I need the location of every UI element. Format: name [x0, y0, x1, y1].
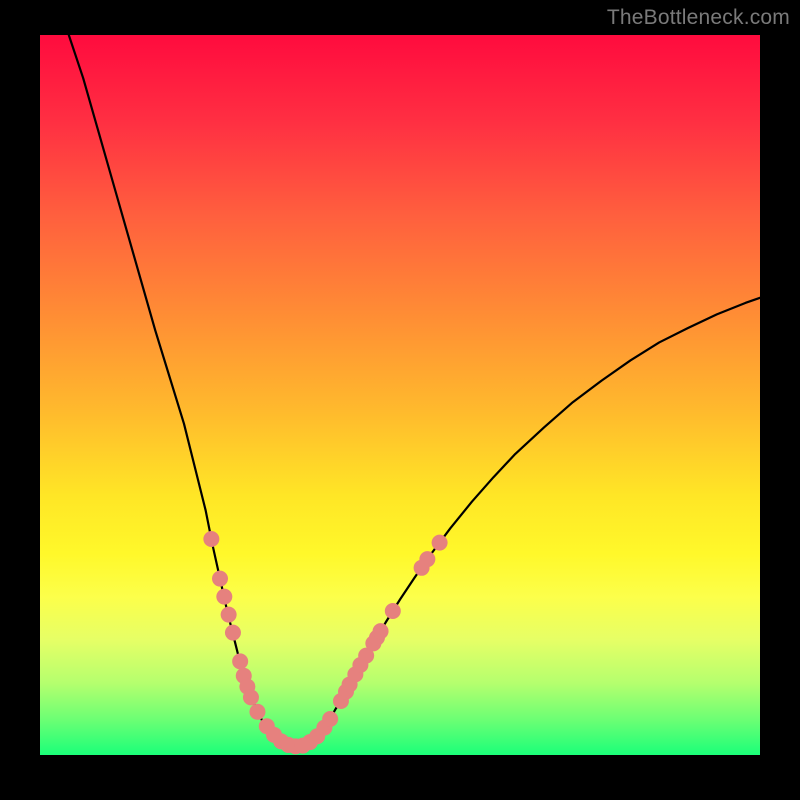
watermark-text: TheBottleneck.com [607, 6, 790, 30]
curve-marker [419, 551, 435, 567]
curve-marker [322, 711, 338, 727]
curve-marker [225, 625, 241, 641]
bottleneck-curve [69, 35, 760, 746]
curve-markers-group [203, 531, 447, 754]
curve-marker [203, 531, 219, 547]
curve-marker [221, 607, 237, 623]
curve-marker [243, 689, 259, 705]
curve-marker [385, 603, 401, 619]
curve-marker [212, 571, 228, 587]
curve-marker [432, 535, 448, 551]
plot-overlay [40, 35, 760, 755]
curve-marker [216, 589, 232, 605]
curve-marker [373, 623, 389, 639]
curve-marker [232, 653, 248, 669]
plot-area [40, 35, 760, 755]
curve-marker [249, 704, 265, 720]
